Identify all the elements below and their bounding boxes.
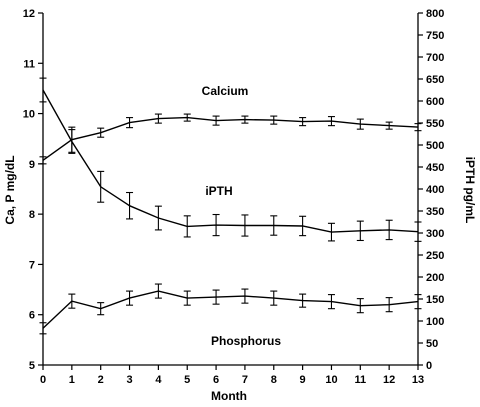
x-tick-label: 8: [271, 374, 277, 386]
y-right-tick-label: 350: [426, 206, 444, 218]
x-tick-label: 2: [98, 374, 104, 386]
y-left-tick-label: 5: [29, 360, 35, 372]
series-line-phosphorus: [42, 290, 419, 329]
y-axis-title-right: iPTH pg/mL: [463, 157, 477, 224]
y-right-tick-label: 450: [426, 162, 444, 174]
x-tick-label: 10: [325, 374, 337, 386]
x-tick-label: 3: [126, 374, 132, 386]
y-right-tick-label: 800: [426, 8, 444, 20]
y-right-tick-label: 300: [426, 228, 444, 240]
series-line-ipth: [42, 89, 419, 233]
x-tick-label: 12: [383, 374, 395, 386]
x-tick-label: 1: [69, 374, 75, 386]
y-right-tick-label: 200: [426, 272, 444, 284]
y-right-tick-label: 700: [426, 52, 444, 64]
x-tick-label: 9: [300, 374, 306, 386]
y-left-tick-label: 12: [23, 8, 35, 20]
y-right-tick-label: 100: [426, 316, 444, 328]
y-left-tick-label: 10: [23, 109, 35, 121]
y-right-tick-label: 150: [426, 294, 444, 306]
y-left-tick-label: 9: [29, 159, 35, 171]
x-tick-label: 11: [354, 374, 366, 386]
x-tick-label: 5: [184, 374, 190, 386]
y-right-tick-label: 400: [426, 184, 444, 196]
y-right-tick-label: 750: [426, 30, 444, 42]
x-tick-label: 4: [155, 374, 162, 386]
y-left-tick-label: 8: [29, 209, 35, 221]
series-label-calcium: Calcium: [202, 84, 249, 98]
y-right-tick-label: 550: [426, 118, 444, 130]
axes: 5678910111205010015020025030035040045050…: [23, 8, 445, 386]
series-label-phosphorus: Phosphorus: [211, 334, 281, 348]
series-line-calcium: [42, 116, 419, 161]
series-label-ipth: iPTH: [205, 184, 232, 198]
x-tick-label: 7: [242, 374, 248, 386]
series-group: [39, 77, 422, 335]
y-right-tick-label: 500: [426, 140, 444, 152]
y-right-tick-label: 0: [426, 360, 432, 372]
y-left-tick-label: 11: [23, 58, 35, 70]
y-right-tick-label: 50: [426, 338, 438, 350]
y-right-tick-label: 600: [426, 96, 444, 108]
x-axis-title: Month: [211, 389, 247, 403]
y-right-tick-label: 650: [426, 74, 444, 86]
x-tick-label: 6: [213, 374, 219, 386]
y-left-tick-label: 7: [29, 259, 35, 271]
y-right-tick-label: 250: [426, 250, 444, 262]
y-axis-title-left: Ca, P mg/dL: [3, 155, 17, 224]
x-tick-label: 0: [40, 374, 46, 386]
x-tick-label: 13: [412, 374, 424, 386]
y-left-tick-label: 6: [29, 310, 35, 322]
